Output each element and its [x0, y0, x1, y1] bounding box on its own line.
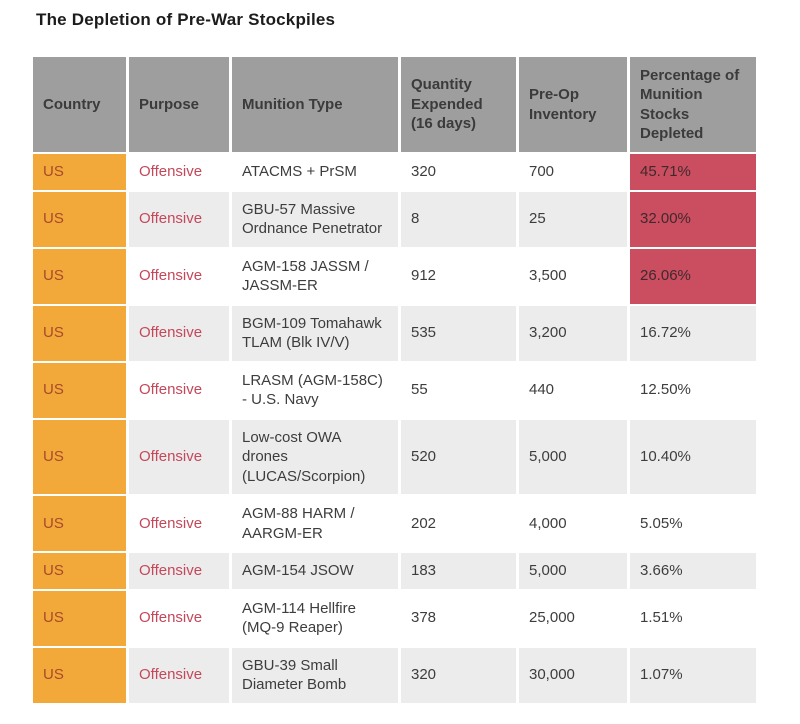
- cell-country: US: [33, 553, 126, 589]
- cell-purpose: Offensive: [129, 496, 229, 551]
- cell-munition-type: Low-cost OWA drones (LUCAS/Scorpion): [232, 419, 398, 494]
- cell-pre-op-inventory: 440: [519, 362, 627, 418]
- cell-quantity-expended: 520: [401, 419, 516, 494]
- cell-purpose: Offensive: [129, 305, 229, 361]
- cell-pct-depleted: 1.51%: [630, 590, 756, 646]
- cell-pct-depleted: 3.66%: [630, 553, 756, 589]
- stockpile-table: Country Purpose Munition Type Quantity E…: [30, 55, 759, 705]
- cell-quantity-expended: 183: [401, 553, 516, 589]
- cell-pct-depleted: 12.50%: [630, 362, 756, 418]
- cell-purpose: Offensive: [129, 191, 229, 247]
- column-header-expended: Quantity Expended (16 days): [401, 57, 516, 152]
- table-header: Country Purpose Munition Type Quantity E…: [33, 57, 756, 152]
- cell-pct-depleted: 1.07%: [630, 647, 756, 703]
- cell-pre-op-inventory: 25,000: [519, 590, 627, 646]
- cell-pct-depleted: 26.06%: [630, 248, 756, 304]
- cell-country: US: [33, 248, 126, 304]
- table-row: US Offensive AGM-158 JASSM / JASSM-ER 912 3,…: [33, 248, 756, 304]
- cell-quantity-expended: 8: [401, 191, 516, 247]
- cell-country: US: [33, 305, 126, 361]
- cell-purpose: Offensive: [129, 647, 229, 703]
- cell-quantity-expended: 912: [401, 248, 516, 304]
- cell-purpose: Offensive: [129, 590, 229, 646]
- table-row: US Offensive Low-cost OWA drones (LUCAS/Sc…: [33, 419, 756, 494]
- cell-pre-op-inventory: 5,000: [519, 419, 627, 494]
- cell-quantity-expended: 535: [401, 305, 516, 361]
- cell-purpose: Offensive: [129, 362, 229, 418]
- cell-pre-op-inventory: 30,000: [519, 647, 627, 703]
- cell-country: US: [33, 191, 126, 247]
- page-title: The Depletion of Pre-War Stockpiles: [36, 10, 336, 29]
- cell-pre-op-inventory: 5,000: [519, 553, 627, 589]
- cell-country: US: [33, 362, 126, 418]
- table-row: US Offensive GBU-39 Small Diameter Bomb 320…: [33, 647, 756, 703]
- cell-quantity-expended: 320: [401, 154, 516, 190]
- column-header-inventory: Pre-Op Inventory: [519, 57, 627, 152]
- table-row: US Offensive GBU-57 Massive Ordnance Penet…: [33, 191, 756, 247]
- table-row: US Offensive AGM-88 HARM / AARGM-ER 202 4,00…: [33, 496, 756, 551]
- table-body: US Offensive ATACMS + PrSM 320 700 45.71% US Of…: [33, 154, 756, 703]
- cell-munition-type: BGM-109 Tomahawk TLAM (Blk IV/V): [232, 305, 398, 361]
- table-row: US Offensive LRASM (AGM-158C) - U.S. Navy 5…: [33, 362, 756, 418]
- cell-munition-type: GBU-39 Small Diameter Bomb: [232, 647, 398, 703]
- column-header-country: Country: [33, 57, 126, 152]
- cell-munition-type: AGM-88 HARM / AARGM-ER: [232, 496, 398, 551]
- cell-pct-depleted: 32.00%: [630, 191, 756, 247]
- table-row: US Offensive BGM-109 Tomahawk TLAM (Blk IV…: [33, 305, 756, 361]
- cell-pct-depleted: 16.72%: [630, 305, 756, 361]
- cell-country: US: [33, 419, 126, 494]
- column-header-pct-depleted: Percentage of Munition Stocks Depleted: [630, 57, 756, 152]
- cell-pct-depleted: 45.71%: [630, 154, 756, 190]
- cell-purpose: Offensive: [129, 248, 229, 304]
- cell-munition-type: AGM-158 JASSM / JASSM-ER: [232, 248, 398, 304]
- cell-munition-type: AGM-154 JSOW: [232, 553, 398, 589]
- header-row: Country Purpose Munition Type Quantity E…: [33, 57, 756, 152]
- cell-pre-op-inventory: 4,000: [519, 496, 627, 551]
- cell-purpose: Offensive: [129, 154, 229, 190]
- cell-munition-type: AGM-114 Hellfire (MQ-9 Reaper): [232, 590, 398, 646]
- column-header-purpose: Purpose: [129, 57, 229, 152]
- cell-munition-type: GBU-57 Massive Ordnance Penetrator: [232, 191, 398, 247]
- table-row: US Offensive AGM-154 JSOW 183 5,000 3.66%: [33, 553, 756, 589]
- cell-country: US: [33, 154, 126, 190]
- table-row: US Offensive AGM-114 Hellfire (MQ-9 Reaper…: [33, 590, 756, 646]
- cell-pct-depleted: 5.05%: [630, 496, 756, 551]
- column-header-munition: Munition Type: [232, 57, 398, 152]
- cell-pct-depleted: 10.40%: [630, 419, 756, 494]
- cell-pre-op-inventory: 25: [519, 191, 627, 247]
- cell-pre-op-inventory: 3,200: [519, 305, 627, 361]
- cell-country: US: [33, 647, 126, 703]
- cell-quantity-expended: 320: [401, 647, 516, 703]
- cell-country: US: [33, 496, 126, 551]
- cell-munition-type: ATACMS + PrSM: [232, 154, 398, 190]
- cell-purpose: Offensive: [129, 419, 229, 494]
- cell-quantity-expended: 202: [401, 496, 516, 551]
- cell-pre-op-inventory: 3,500: [519, 248, 627, 304]
- cell-purpose: Offensive: [129, 553, 229, 589]
- cell-quantity-expended: 378: [401, 590, 516, 646]
- cell-country: US: [33, 590, 126, 646]
- table-row: US Offensive ATACMS + PrSM 320 700 45.71%: [33, 154, 756, 190]
- cell-quantity-expended: 55: [401, 362, 516, 418]
- cell-munition-type: LRASM (AGM-158C) - U.S. Navy: [232, 362, 398, 418]
- cell-pre-op-inventory: 700: [519, 154, 627, 190]
